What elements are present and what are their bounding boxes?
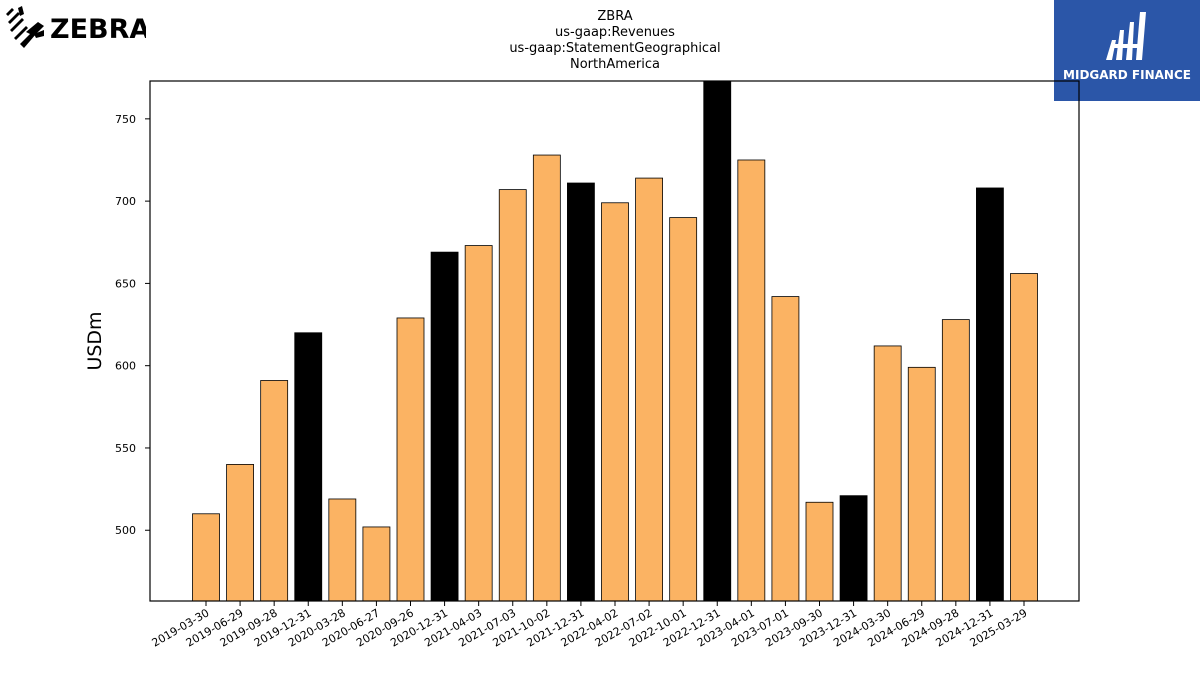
bar [601,202,629,602]
chart-title: ZBRAus-gaap:Revenuesus-gaap:StatementGeo… [509,9,720,72]
bar [737,159,766,602]
bar [532,154,561,602]
bar [294,332,323,602]
y-tick-label: 750 [115,113,136,126]
midgard-logo-text: MIDGARD FINANCE [1063,68,1191,82]
bar [192,513,220,602]
y-tick-label: 700 [115,195,136,208]
chart-title-line: us-gaap:Revenues [555,25,675,40]
x-axis: 2019-03-302019-06-292019-09-282019-12-31… [150,601,1030,650]
bar [396,317,425,602]
bar [907,366,936,602]
bar [362,526,391,602]
bar [941,319,970,602]
bar [260,380,289,602]
zebra-logo-text: ZEBRA [50,14,146,45]
chart-title-line: NorthAmerica [570,57,660,72]
bar [771,296,800,602]
y-tick-label: 650 [115,277,136,290]
bars [192,80,1038,602]
bar [430,251,459,602]
plot-frame [149,80,1080,602]
bar [976,187,1004,602]
bar [498,189,527,602]
y-tick-label: 500 [115,524,136,537]
y-axis-label: USDm [84,311,106,370]
bar [1010,273,1038,602]
bar [839,495,868,602]
bar [669,217,698,602]
zebra-logo: ZEBRA [4,4,150,52]
bar [567,182,595,602]
bar [635,177,663,602]
bar [703,80,732,602]
midgard-finance-logo: MIDGARD FINANCE [1054,0,1200,101]
zebra-head-icon [6,6,44,48]
bar [464,245,493,602]
bar [226,464,254,602]
chart-title-line: ZBRA [597,9,632,24]
y-tick-label: 550 [115,442,136,455]
bar [805,501,834,602]
chart-title-line: us-gaap:StatementGeographical [509,41,720,56]
bar [328,498,357,602]
y-axis: 500 550 600 650 700 750 [115,113,150,537]
y-tick-label: 600 [115,360,136,373]
midgard-emblem-icon [1106,12,1146,60]
bar [873,345,902,602]
